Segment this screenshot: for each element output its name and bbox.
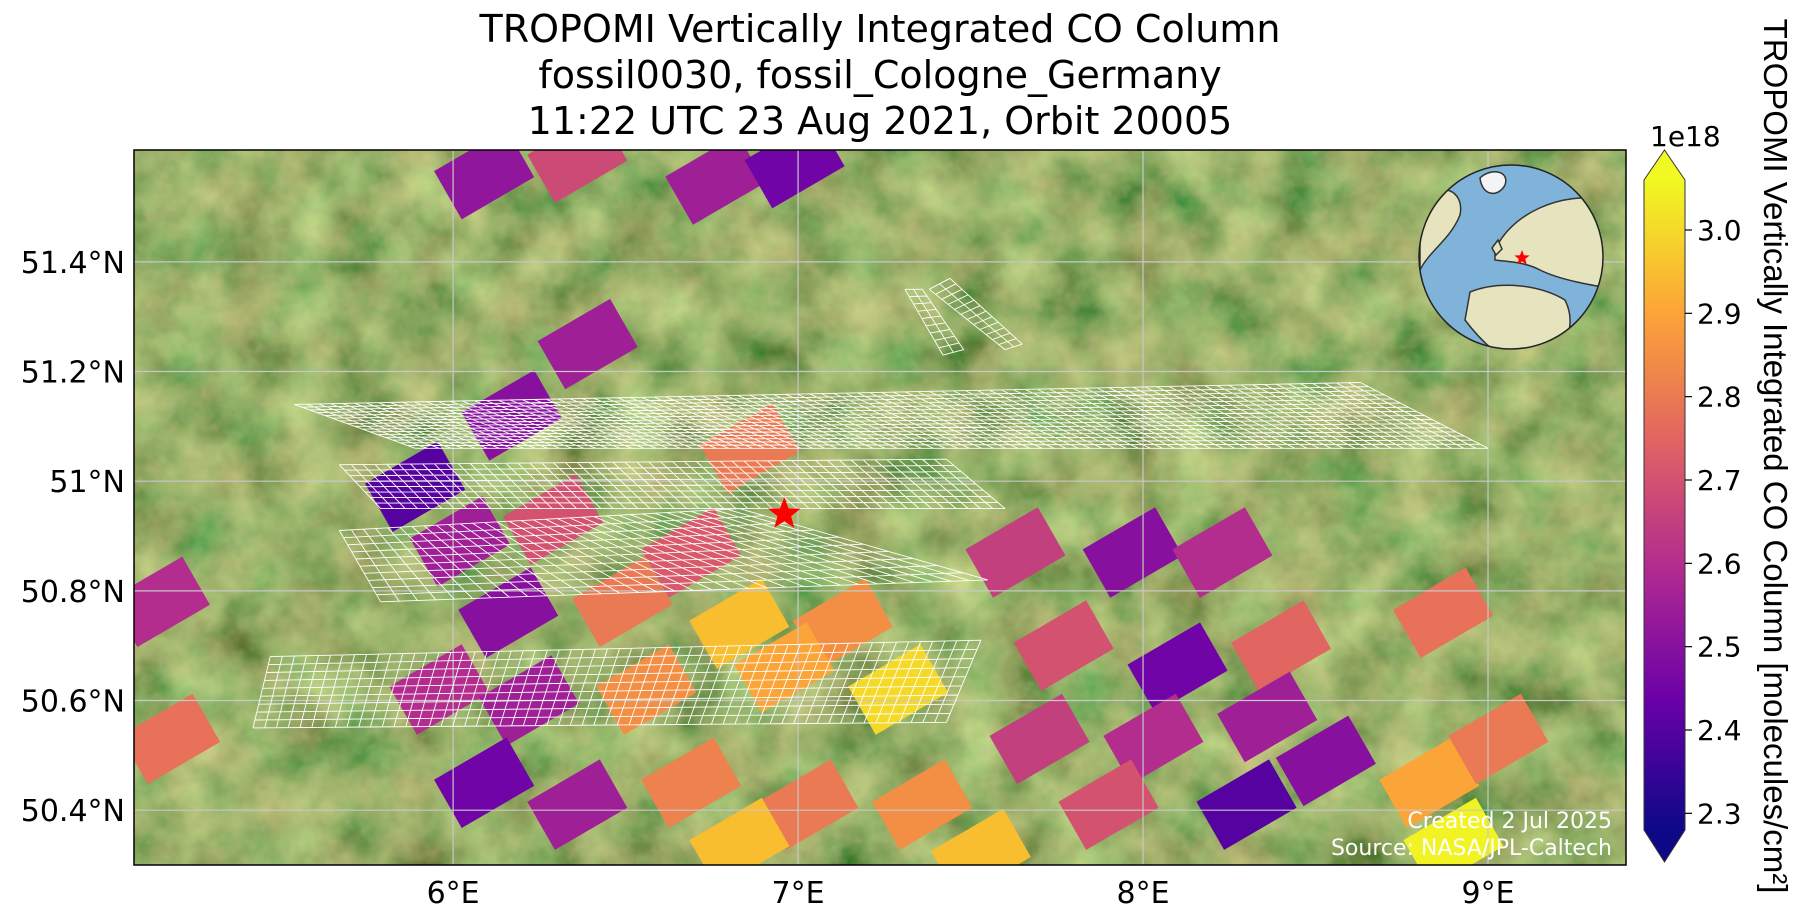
co-sounding-pixel: [1403, 797, 1504, 865]
y-tick-label: 50.8°N: [21, 575, 125, 610]
co-sounding-pixel: [134, 556, 210, 647]
co-sounding-pixel: [1217, 671, 1318, 763]
globe-land-greenland: [1479, 171, 1507, 194]
co-sounding-pixel: [744, 150, 845, 209]
colorbar-extend-top: [1644, 150, 1685, 180]
co-sounding-pixel: [1013, 600, 1114, 691]
colorbar-tick-label: 3.0: [1697, 214, 1742, 247]
colorbar-gradient: [1644, 180, 1685, 830]
footprint-mesh-patch: [338, 508, 988, 603]
colorbar-label: TROPOMI Vertically Integrated CO Column …: [1757, 19, 1794, 894]
co-sounding-pixel: [965, 507, 1066, 598]
co-sounding-pixel: [527, 759, 628, 850]
footprint-mesh-patch: [928, 277, 1023, 351]
co-sounding-pixel: [1379, 737, 1480, 828]
co-sounding-pixel: [758, 759, 859, 850]
title-line-1: TROPOMI Vertically Integrated CO Column: [479, 7, 1281, 51]
co-sounding-pixel: [410, 496, 510, 587]
x-tick-label: 7°E: [772, 876, 825, 911]
x-tick-label: 6°E: [427, 876, 480, 911]
footprint-mesh-layer: [252, 277, 1489, 729]
title-line-2: fossil0030, fossil_Cologne_Germany: [538, 53, 1221, 97]
colorbar: 2.3 2.4 2.5 2.6 2.7 2.8 2.9 3.0 1e18 TROPOMI Ve…: [1643, 19, 1794, 894]
co-sounding-pixel: [1196, 759, 1297, 850]
globe-site-star-icon: [1514, 250, 1530, 265]
co-sounding-pixel: [1127, 622, 1228, 713]
footprint-mesh-patch: [294, 382, 1489, 449]
co-sounding-pixel: [458, 567, 559, 658]
y-tick-label: 50.6°N: [21, 685, 125, 720]
co-sounding-pixel: [572, 556, 673, 647]
title-line-3: 11:22 UTC 23 Aug 2021, Orbit 20005: [528, 99, 1233, 143]
colorbar-tick-label: 2.5: [1697, 631, 1742, 664]
co-sounding-pixel: [641, 737, 742, 828]
co-sounding-pixel: [989, 693, 1090, 785]
co-sounding-pixel: [1448, 693, 1549, 785]
map-frame: [133, 149, 1627, 866]
map-panel[interactable]: Created 2 Jul 2025 Source: NASA/JPL-Calt…: [110, 112, 1626, 899]
co-sounding-pixel: [389, 644, 490, 735]
y-tick-label: 51.2°N: [21, 356, 125, 391]
footprint-mesh-patch: [338, 458, 1006, 510]
co-sounding-pixel: [1058, 759, 1159, 850]
co-sounding-pixel: [434, 737, 535, 828]
colorbar-tick-label: 2.7: [1697, 464, 1742, 497]
credit-created: Created 2 Jul 2025: [1407, 809, 1612, 834]
x-tick-label: 8°E: [1117, 876, 1170, 911]
x-tick-label: 9°E: [1461, 876, 1514, 911]
y-tick-label: 51.4°N: [21, 246, 125, 281]
colorbar-tick-label: 2.9: [1697, 297, 1742, 330]
footprint-mesh-patch: [252, 639, 982, 729]
co-sounding-pixel: [1082, 507, 1183, 598]
y-axis-ticks: 51.4°N 51.2°N 51°N 50.8°N 50.6°N 50.4°N: [21, 246, 125, 829]
co-sounding-pixel: [665, 150, 766, 225]
footprint-mesh-patch: [904, 288, 965, 356]
co-sounding-pixel: [641, 507, 742, 598]
colorbar-tick-label: 2.4: [1697, 714, 1742, 747]
co-sounding-pixel: [537, 298, 638, 390]
co-sounding-pixel: [1231, 600, 1331, 691]
x-axis-ticks: 6°E 7°E 8°E 9°E: [427, 876, 1515, 911]
colorbar-tick-label: 2.3: [1697, 797, 1742, 830]
co-sounding-pixel: [134, 693, 221, 785]
co-sounding-pixel: [689, 797, 790, 865]
y-tick-label: 50.4°N: [21, 794, 125, 829]
colorbar-exponent: 1e18: [1650, 120, 1721, 153]
colorbar-tick-label: 2.8: [1697, 381, 1742, 414]
co-sounding-pixel: [1275, 715, 1376, 807]
site-star-marker[interactable]: [768, 497, 801, 528]
satellite-fields: [134, 150, 1626, 865]
co-sounding-pixel: [1172, 507, 1273, 598]
co-sounding-pixel: [1393, 567, 1494, 658]
co-sounding-pixel: [930, 808, 1031, 865]
colorbar-outline: [1643, 149, 1686, 863]
credit-source: Source: NASA/JPL-Caltech: [1331, 836, 1612, 861]
colorbar-extend-bottom: [1644, 830, 1685, 862]
co-sounding-pixel: [872, 759, 973, 850]
globe-land-britain: [1491, 238, 1503, 257]
co-sounding-pixel: [527, 150, 628, 203]
colorbar-tick-label: 2.6: [1697, 547, 1742, 580]
co-sounding-pixel: [848, 644, 949, 735]
y-tick-label: 51°N: [49, 465, 125, 500]
co-sounding-pixel: [434, 150, 535, 220]
